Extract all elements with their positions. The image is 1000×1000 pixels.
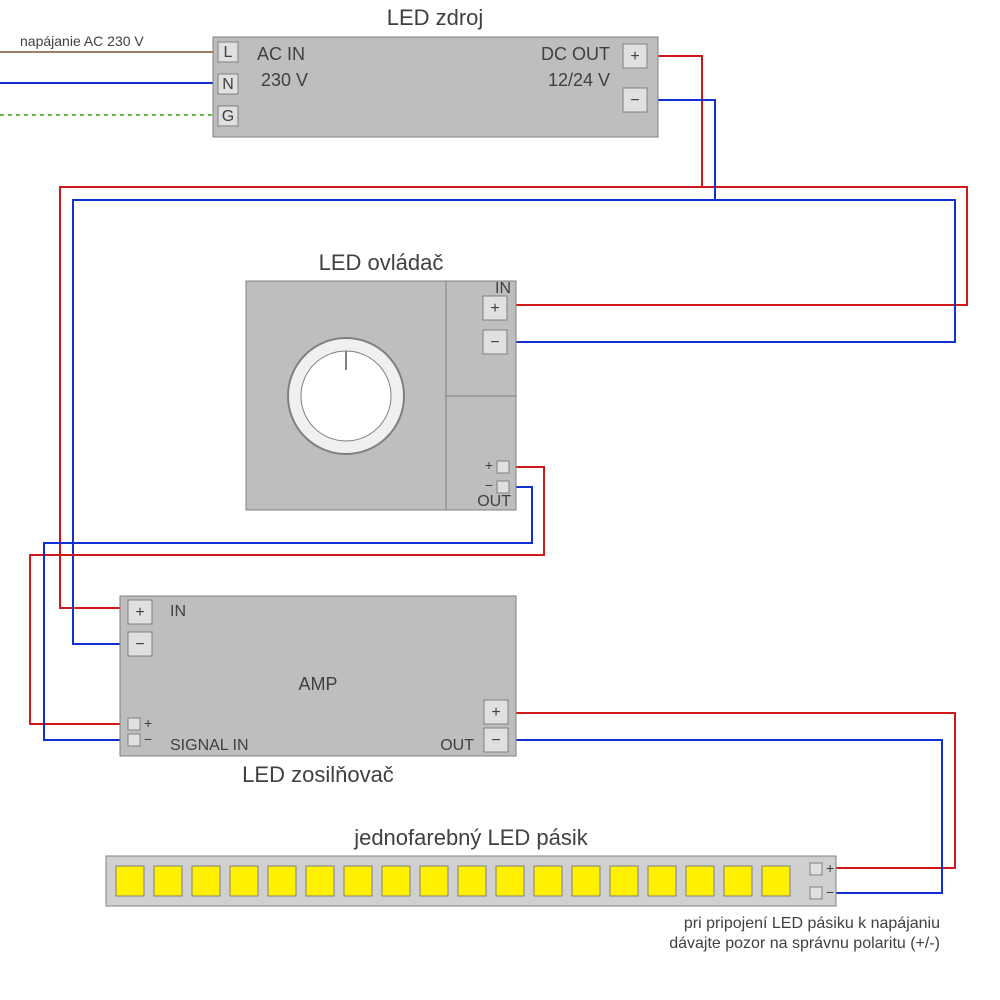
ac-in: AC IN	[257, 44, 305, 64]
note-line1: pri pripojení LED pásiku k napájaniu	[684, 915, 940, 932]
led-chip	[534, 866, 562, 896]
led-chip	[420, 866, 448, 896]
zdroj-box: L N G + − AC IN 230 V DC OUT 12/24 V	[213, 37, 658, 137]
pasik-box: + −	[106, 856, 836, 906]
led-chip	[610, 866, 638, 896]
note-line2: dávajte pozor na správnu polaritu (+/-)	[669, 935, 940, 952]
led-chip	[344, 866, 372, 896]
ctrl-in-plus: +	[490, 300, 499, 317]
dc-v: 12/24 V	[548, 70, 610, 90]
led-chip	[306, 866, 334, 896]
zosilnovac-box: + − IN + − SIGNAL IN AMP OUT + −	[120, 596, 516, 756]
ovladac-box: IN + − OUT + −	[246, 280, 516, 510]
led-chip	[458, 866, 486, 896]
led-chip	[648, 866, 676, 896]
led-chip	[116, 866, 144, 896]
wiring-diagram: LED zdroj LED ovládač LED zosilňovač jed…	[0, 0, 1000, 1000]
zdroj-title: LED zdroj	[387, 5, 484, 30]
led-chip	[192, 866, 220, 896]
napajanie-label: napájanie AC 230 V	[20, 33, 144, 49]
amp-signal-in: SIGNAL IN	[170, 737, 249, 754]
term-N: N	[222, 76, 234, 93]
term-G: G	[222, 108, 234, 125]
ctrl-out-plus-lbl: +	[485, 457, 493, 473]
led-chip	[268, 866, 296, 896]
zosilnovac-title: LED zosilňovač	[242, 762, 394, 787]
pasik-title: jednofarebný LED pásik	[353, 825, 589, 850]
amp-in-plus: +	[135, 604, 144, 621]
amp-sig-minus: −	[144, 731, 152, 747]
ac-v: 230 V	[261, 70, 308, 90]
amp-sig-plus: +	[144, 715, 152, 731]
ctrl-out: OUT	[477, 493, 511, 510]
amp-label: AMP	[298, 674, 337, 694]
zdroj-minus: −	[630, 92, 639, 109]
amp-out-minus: −	[491, 732, 500, 749]
led-chip	[686, 866, 714, 896]
led-chip	[572, 866, 600, 896]
ctrl-in-minus: −	[490, 334, 499, 351]
ovladac-title: LED ovládač	[319, 250, 444, 275]
amp-out-lbl: OUT	[440, 737, 474, 754]
strip-minus: −	[826, 884, 834, 900]
amp-in-lbl: IN	[170, 603, 186, 620]
zdroj-plus: +	[630, 48, 639, 65]
ctrl-out-minus-lbl: −	[485, 477, 493, 493]
led-chip	[724, 866, 752, 896]
led-chip	[762, 866, 790, 896]
dc-out: DC OUT	[541, 44, 610, 64]
amp-out-plus: +	[491, 704, 500, 721]
amp-in-minus: −	[135, 636, 144, 653]
led-chip	[230, 866, 258, 896]
led-chip	[496, 866, 524, 896]
ctrl-in: IN	[495, 280, 511, 297]
strip-plus: +	[826, 860, 834, 876]
term-L: L	[224, 44, 233, 61]
led-chip	[382, 866, 410, 896]
led-chip	[154, 866, 182, 896]
